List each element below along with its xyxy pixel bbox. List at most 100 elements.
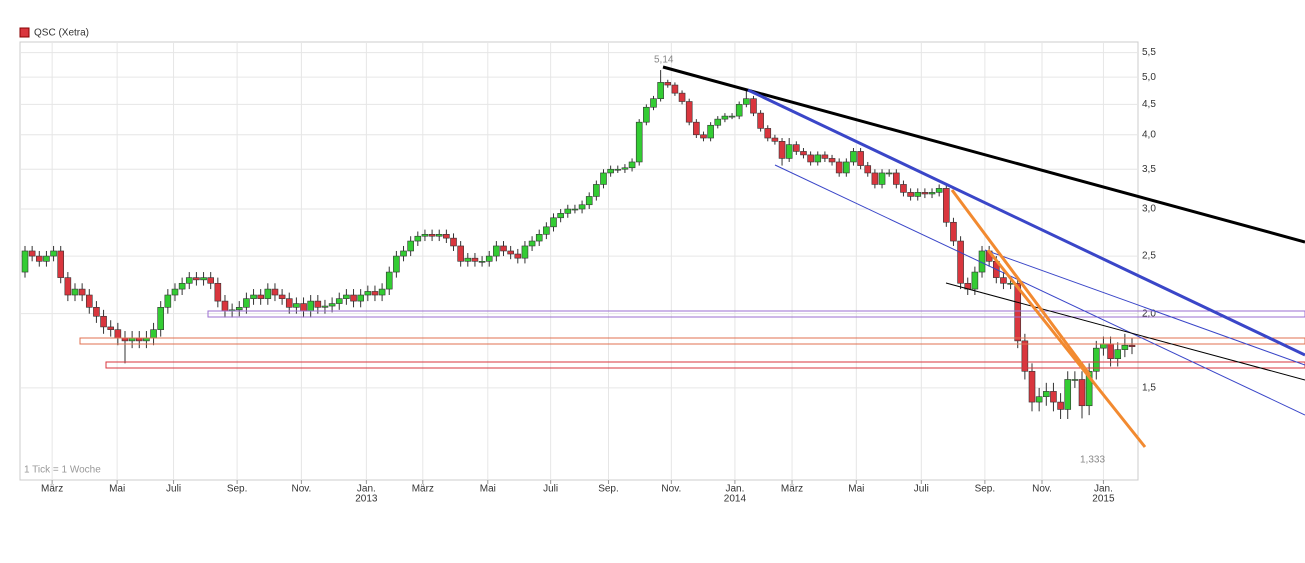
candle-body: [278, 294, 286, 299]
candle-body: [378, 288, 386, 296]
legend-swatch: [19, 27, 30, 38]
annotation: 5,14: [654, 55, 674, 66]
candle-body: [243, 298, 250, 308]
candle-body: [535, 234, 543, 242]
candle-body: [850, 151, 857, 163]
year-label: 2014: [724, 494, 747, 505]
candle-body: [207, 277, 214, 284]
x-tick-label: Sep.: [598, 484, 619, 495]
candle-body: [714, 118, 722, 126]
legend-label: QSC (Xetra): [34, 28, 89, 39]
candle-body: [628, 161, 636, 169]
candle-body: [814, 154, 822, 163]
candle-body: [1121, 344, 1129, 350]
candle-body: [600, 172, 607, 185]
candle-body: [700, 134, 707, 139]
candle-body: [400, 250, 407, 257]
candle-body: [1042, 391, 1050, 397]
candle-body: [393, 255, 400, 273]
candle-body: [900, 184, 907, 193]
x-tick-label: Jan.: [725, 484, 744, 495]
candle-body: [664, 82, 672, 86]
candle-body: [350, 294, 357, 302]
candle-body: [1057, 401, 1064, 410]
candle-body: [557, 213, 564, 219]
candle-body: [621, 167, 629, 170]
candle-body: [528, 240, 536, 247]
candle-body: [750, 98, 757, 114]
candle-body: [607, 168, 614, 174]
candle-body: [921, 192, 929, 195]
candle-body: [1021, 340, 1029, 372]
x-tick-label: Jan.: [357, 484, 376, 495]
candle-body: [371, 291, 379, 296]
y-tick-label: 4,0: [1142, 129, 1156, 140]
candle-body: [328, 303, 336, 307]
candle-body: [1085, 370, 1093, 407]
candle-body: [614, 168, 622, 171]
candle-body: [21, 250, 29, 273]
trend-line: [984, 249, 1305, 366]
candle-body: [507, 250, 514, 255]
candle-body: [214, 282, 222, 302]
candle-body: [800, 151, 807, 156]
candle-body: [578, 204, 586, 210]
candle-body: [585, 196, 593, 206]
y-tick-label: 4,5: [1142, 99, 1156, 110]
x-tick-label: Sep.: [227, 484, 248, 495]
candle-body: [707, 124, 714, 139]
y-tick-label: 3,0: [1142, 204, 1156, 215]
candle-body: [1071, 379, 1079, 381]
x-tick-label: Juli: [543, 484, 558, 495]
candle-body: [1000, 277, 1007, 284]
candle-body: [321, 305, 329, 308]
x-tick-label: Mai: [109, 484, 125, 495]
trend-line: [774, 164, 1305, 416]
candle-body: [257, 294, 264, 299]
candle-body: [835, 161, 843, 174]
candle-body: [678, 92, 686, 102]
candle-body: [743, 98, 750, 105]
candle-body: [271, 288, 279, 296]
candle-body: [871, 172, 879, 185]
candle-body: [71, 288, 79, 296]
x-tick-label: Nov.: [661, 484, 681, 495]
candle-body: [35, 255, 43, 262]
candle-body: [471, 257, 479, 262]
y-tick-label: 1,5: [1142, 383, 1156, 394]
candle-body: [264, 288, 272, 299]
candle-body: [407, 240, 414, 252]
year-label: 2015: [1092, 494, 1115, 505]
candle-body: [514, 253, 522, 259]
annotation: 1,333: [1080, 455, 1105, 466]
candle-body: [757, 112, 764, 129]
candle-body: [500, 245, 507, 252]
candle-body: [435, 234, 443, 237]
candle-body: [685, 101, 693, 123]
candle-body: [50, 250, 57, 257]
candle-body: [150, 329, 157, 339]
candle-body: [957, 240, 964, 284]
candle-body: [93, 307, 100, 317]
candle-body: [335, 298, 343, 304]
candle-body: [450, 237, 457, 247]
candle-body: [943, 188, 950, 223]
plot-frame: [19, 41, 1139, 481]
x-tick-label: Mai: [480, 484, 496, 495]
x-tick-label: März: [41, 484, 63, 495]
candle-body: [785, 144, 793, 159]
candle-body: [857, 151, 864, 166]
candle-body: [285, 298, 293, 308]
trend-line: [986, 249, 1147, 448]
x-tick-label: Nov.: [1032, 484, 1052, 495]
candle-body: [421, 234, 429, 237]
candle-body: [43, 255, 50, 262]
candle-body: [843, 161, 850, 174]
candle-body: [100, 315, 107, 328]
candle-body: [1128, 344, 1136, 347]
candle-body: [78, 288, 86, 296]
candle-body: [550, 217, 557, 228]
candle-body: [657, 82, 664, 99]
candle-body: [828, 158, 836, 163]
